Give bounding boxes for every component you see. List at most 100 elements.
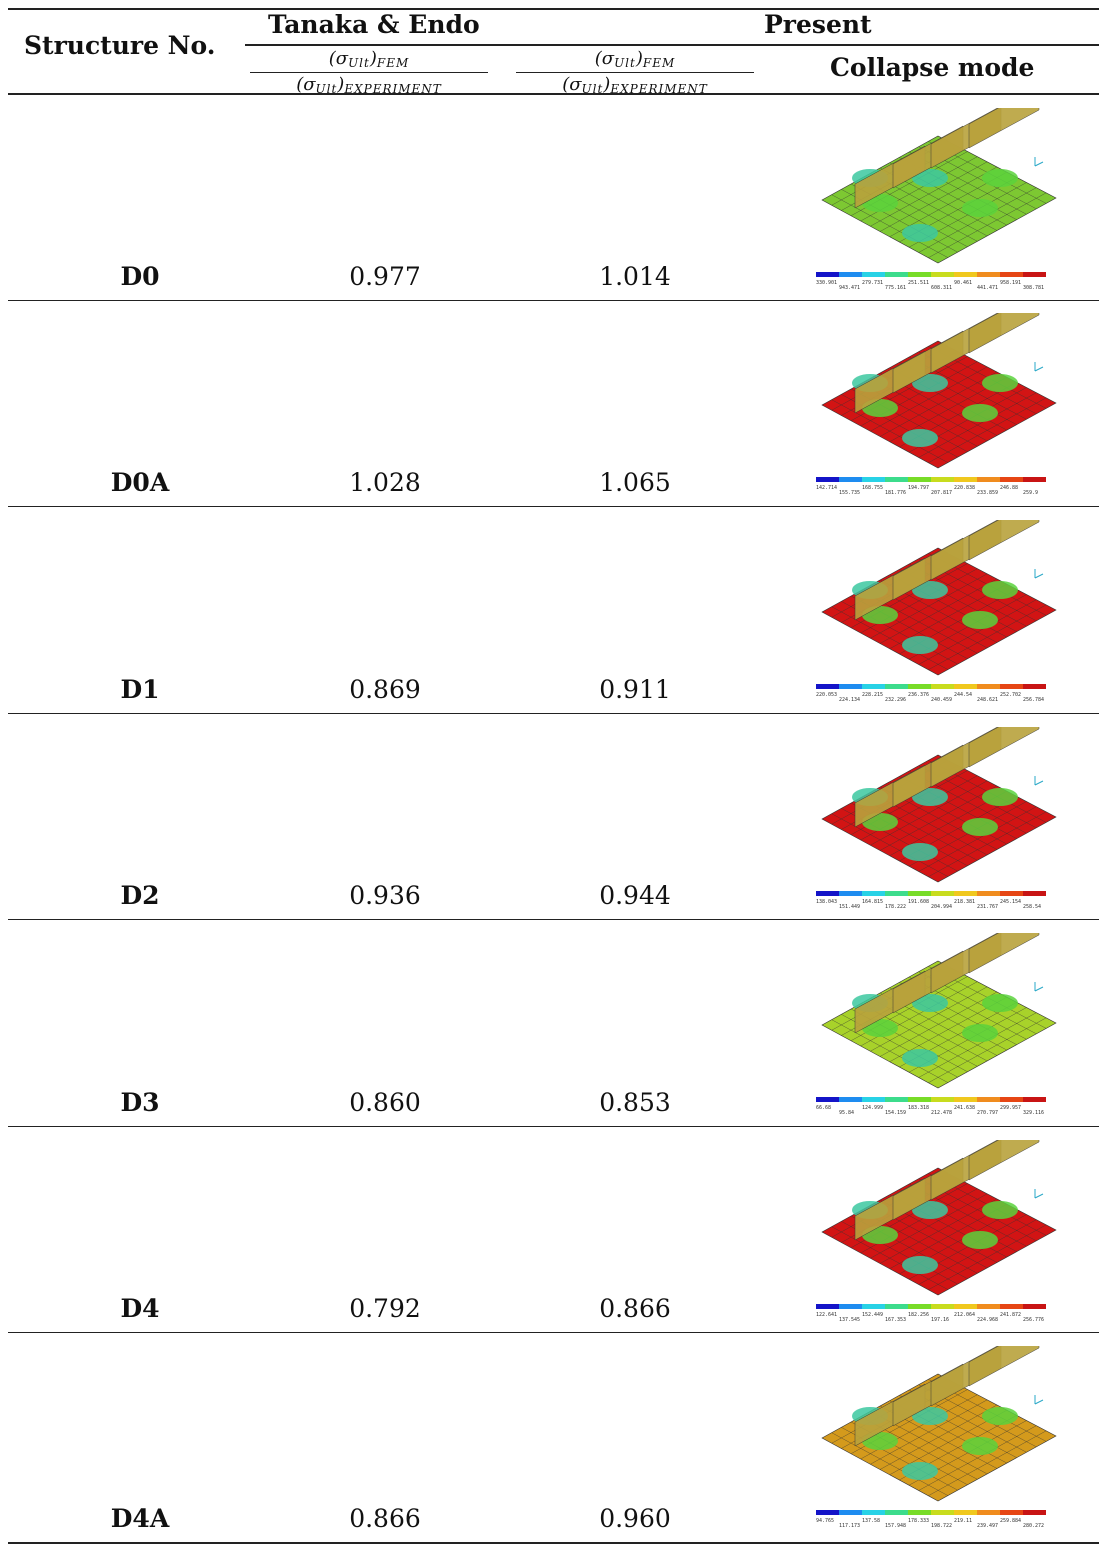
buckle-region [902, 843, 938, 861]
buckle-region [962, 1437, 998, 1455]
legend-swatch [839, 891, 862, 896]
legend-value: 239.497 [977, 1523, 998, 1529]
row-separator [8, 713, 1099, 714]
legend-swatch [954, 1097, 977, 1102]
legend-swatch [885, 477, 908, 482]
legend-value: 251.511 [908, 280, 929, 286]
present-value: 0.853 [599, 1088, 671, 1117]
bottom-rule [8, 1542, 1099, 1544]
legend-value: 218.381 [954, 899, 975, 905]
legend-value: 259.9 [1023, 490, 1038, 496]
axis-triad-icon [1034, 157, 1044, 167]
axis-triad-icon [1034, 1189, 1044, 1199]
legend-value: 256.784 [1023, 697, 1044, 703]
present-value: 1.014 [599, 262, 671, 291]
collapse-mode-image: 138.043 151.449 164.815 178.222 191.608 204.9… [810, 727, 1068, 915]
legend-swatch [839, 1510, 862, 1515]
axis-triad-icon [1034, 1395, 1044, 1405]
legend-value: 330.901 [816, 280, 837, 286]
legend-value: 157.948 [885, 1523, 906, 1529]
legend-value: 151.449 [839, 904, 860, 910]
legend-swatch [885, 272, 908, 277]
present-value: 0.911 [599, 675, 671, 704]
tanaka-endo-value: 0.977 [349, 262, 421, 291]
present-value: 0.866 [599, 1294, 671, 1323]
legend-swatch [931, 1510, 954, 1515]
row-separator [8, 300, 1099, 301]
collapse-mode-plot-icon: 220.053224.134228.215232.296236.376240.4… [816, 520, 1057, 703]
header-present: Present [764, 10, 872, 39]
legend-value: 241.638 [954, 1105, 975, 1111]
legend-swatch [931, 684, 954, 689]
tanaka-endo-value: 0.866 [349, 1504, 421, 1533]
legend-value: 124.999 [862, 1105, 883, 1111]
legend-swatch [908, 1510, 931, 1515]
legend-swatch [977, 1304, 1000, 1309]
tanaka-endo-value: 1.028 [349, 468, 421, 497]
legend-value: 183.318 [908, 1105, 929, 1111]
legend-swatch [885, 1510, 908, 1515]
legend-swatch [862, 891, 885, 896]
legend-value: 279.731 [862, 280, 883, 286]
legend-swatch [931, 272, 954, 277]
legend-value: 167.353 [885, 1317, 906, 1323]
legend-swatch [1023, 684, 1046, 689]
legend-swatch [1023, 1304, 1046, 1309]
legend-value: 256.776 [1023, 1317, 1044, 1323]
legend-value: 152.449 [862, 1312, 883, 1318]
legend-value: 252.702 [1000, 692, 1021, 698]
buckle-region [982, 1201, 1018, 1219]
legend-swatch [1000, 684, 1023, 689]
legend-value: 198.722 [931, 1523, 952, 1529]
buckle-region [902, 636, 938, 654]
legend-swatch [816, 477, 839, 482]
legend-value: 194.797 [908, 485, 929, 491]
legend-value: 164.815 [862, 899, 883, 905]
legend-swatch [885, 1097, 908, 1102]
buckle-region [912, 374, 948, 392]
header-structure-no: Structure No. [24, 31, 216, 60]
buckle-region [912, 1407, 948, 1425]
buckle-region [982, 788, 1018, 806]
row-separator [8, 1126, 1099, 1127]
header-fraction-present: (σUlt)FEM (σUlt)EXPERIMENT [516, 50, 754, 95]
legend-swatch [839, 272, 862, 277]
axis-triad-icon [1034, 982, 1044, 992]
buckle-region [902, 429, 938, 447]
collapse-mode-image: 142.714 155.735 168.755 181.776 194.797 207.8… [810, 313, 1068, 501]
legend-value: 137.58 [862, 1518, 880, 1524]
legend-value: 236.376 [908, 692, 929, 698]
buckle-region [912, 169, 948, 187]
legend-swatch [839, 1097, 862, 1102]
stiffener [968, 108, 1040, 149]
collapse-mode-image: 220.053 224.134 228.215 232.296 236.376 240.4… [810, 520, 1068, 708]
legend-value: 154.159 [885, 1110, 906, 1116]
legend-swatch [977, 891, 1000, 896]
present-value: 1.065 [599, 468, 671, 497]
legend-swatch [885, 1304, 908, 1309]
legend-swatch [839, 1304, 862, 1309]
collapse-mode-plot-icon: 122.641137.545152.449167.353182.256197.1… [816, 1140, 1057, 1323]
legend-swatch [1000, 477, 1023, 482]
row-label: D4 [120, 1294, 160, 1323]
row-separator [8, 506, 1099, 507]
legend-value: 181.776 [885, 490, 906, 496]
legend-value: 308.781 [1023, 285, 1044, 291]
legend-value: 241.872 [1000, 1312, 1021, 1318]
axis-triad-icon [1034, 362, 1044, 372]
legend-value: 138.043 [816, 899, 837, 905]
legend-swatch [862, 477, 885, 482]
legend-swatch [816, 1097, 839, 1102]
legend-swatch [816, 684, 839, 689]
legend-swatch [931, 1304, 954, 1309]
legend-value: 244.54 [954, 692, 972, 698]
legend-swatch [1023, 1097, 1046, 1102]
legend-value: 212.478 [931, 1110, 952, 1116]
legend-swatch [977, 272, 1000, 277]
axis-triad-icon [1034, 776, 1044, 786]
legend-value: 608.311 [931, 285, 952, 291]
legend-swatch [862, 272, 885, 277]
buckle-region [962, 1024, 998, 1042]
legend-value: 958.191 [1000, 280, 1021, 286]
legend-swatch [1000, 1304, 1023, 1309]
